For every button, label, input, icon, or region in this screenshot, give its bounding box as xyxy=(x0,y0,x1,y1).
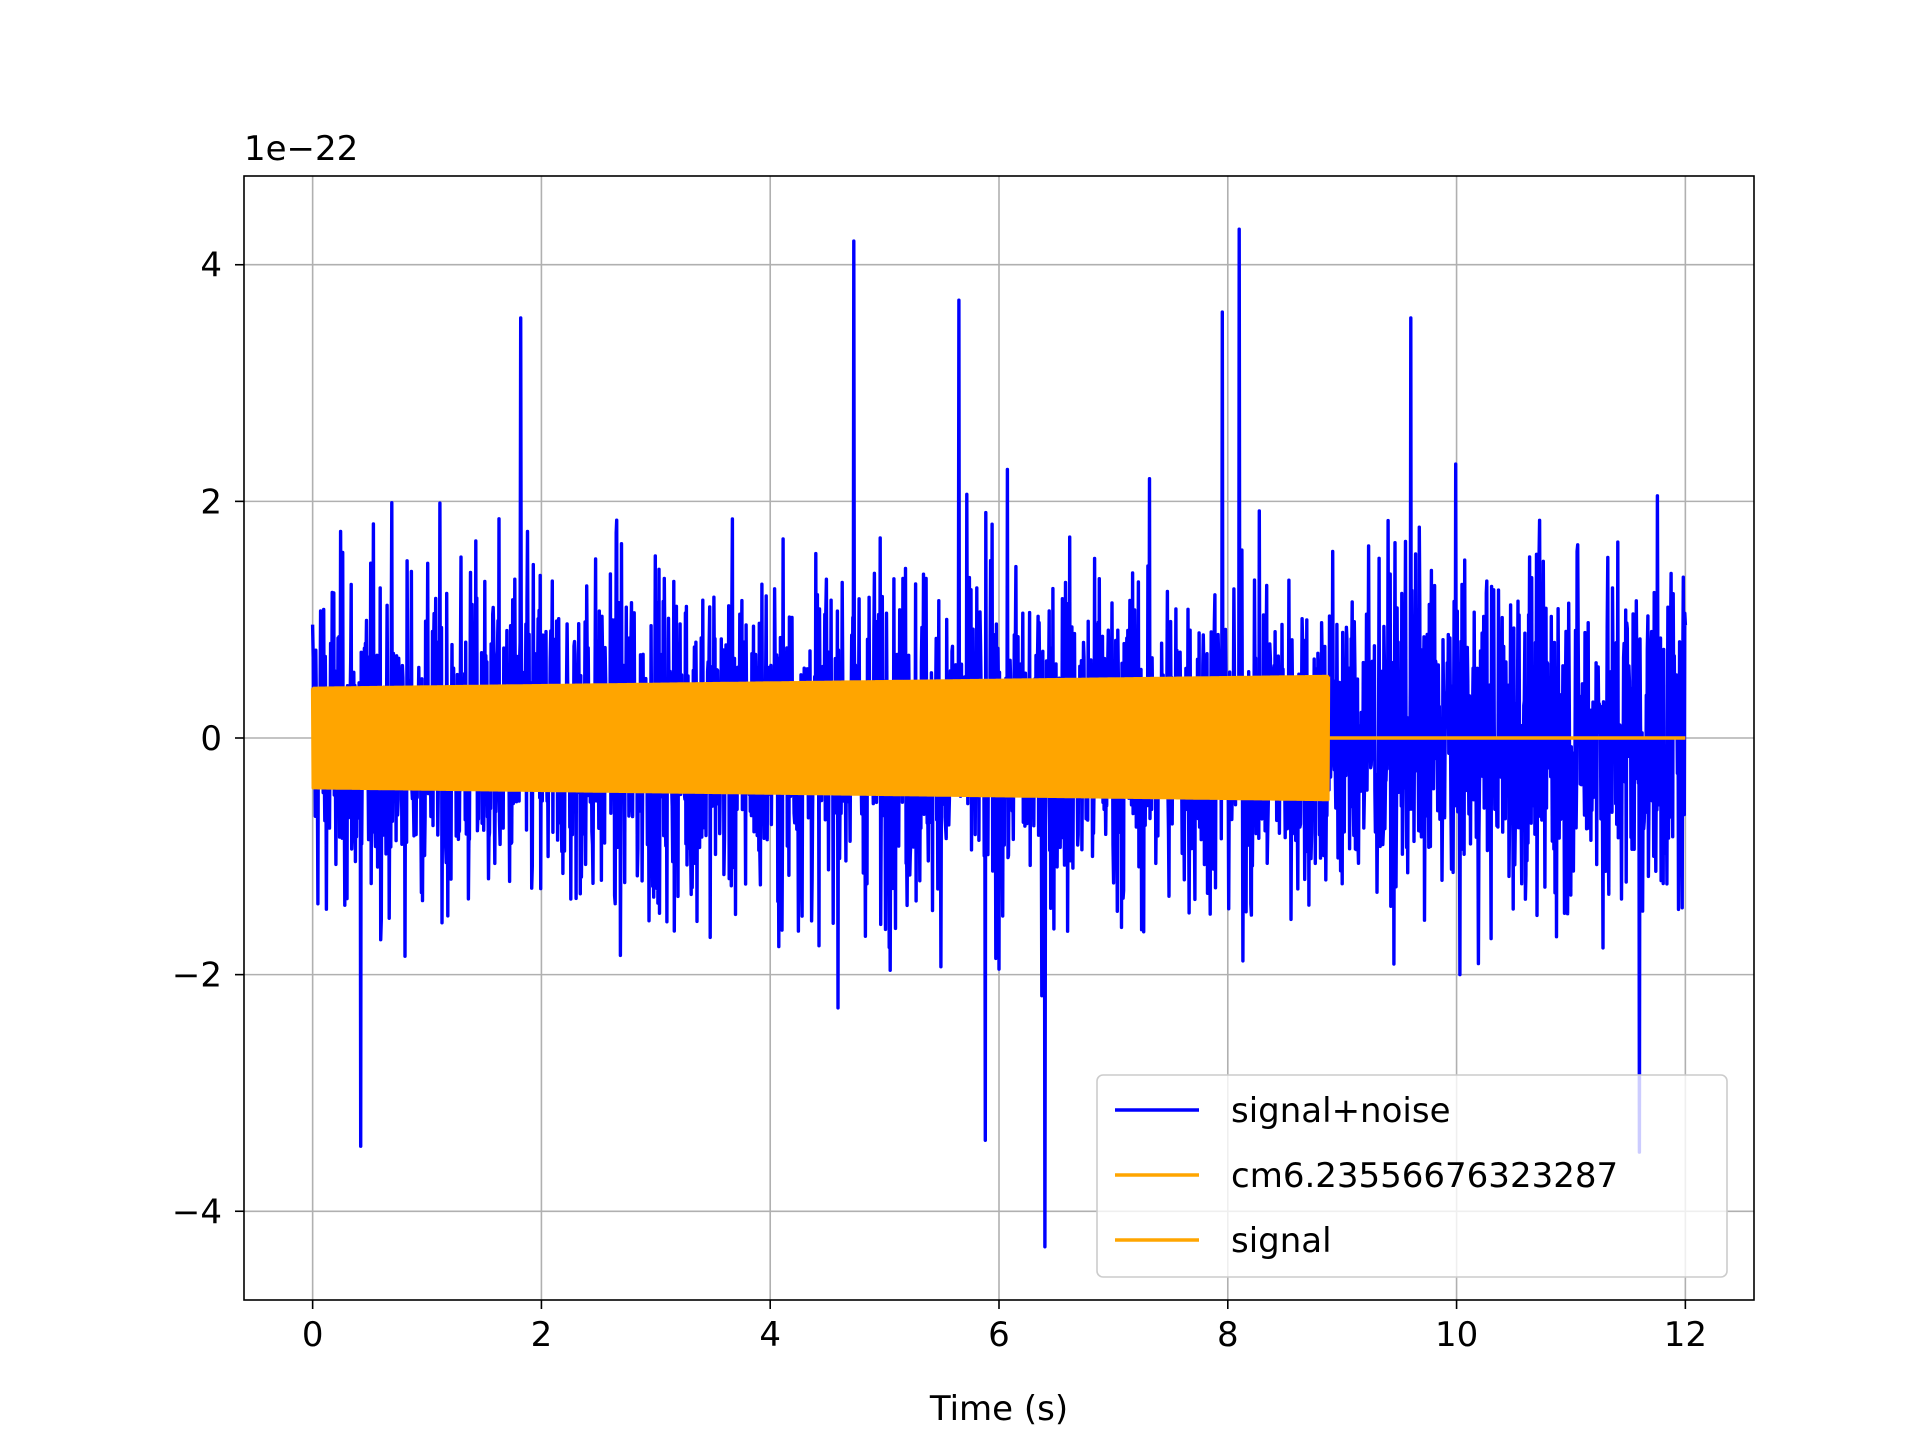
x-tick-label: 8 xyxy=(1217,1315,1239,1355)
y-tick-label: −4 xyxy=(172,1192,222,1232)
x-tick-label: 0 xyxy=(302,1315,324,1355)
x-tick-label: 12 xyxy=(1664,1315,1707,1355)
legend-label: signal xyxy=(1231,1221,1332,1261)
y-tick-label: −2 xyxy=(172,956,222,996)
legend-label: signal+noise xyxy=(1231,1091,1451,1131)
legend: signal+noise cm6.23556676323287 signal xyxy=(1096,1074,1728,1278)
x-tick-label: 6 xyxy=(988,1315,1010,1355)
y-tick-label: 0 xyxy=(200,719,222,759)
legend-label: cm6.23556676323287 xyxy=(1231,1156,1618,1196)
series-layer xyxy=(310,227,1688,1249)
x-tick-label: 2 xyxy=(531,1315,553,1355)
legend-box xyxy=(1096,1074,1728,1278)
ticks: 0 2 4 6 8 10 12 −4 −2 0 2 4 xyxy=(172,246,1707,1355)
x-tick-label: 4 xyxy=(759,1315,781,1355)
x-axis-label: Time (s) xyxy=(929,1389,1068,1429)
y-tick-label: 2 xyxy=(200,482,222,522)
y-offset-label: 1e−22 xyxy=(244,129,358,169)
y-tick-label: 4 xyxy=(200,246,222,286)
series-cm-chirp-line xyxy=(310,674,1331,802)
x-tick-label: 10 xyxy=(1435,1315,1478,1355)
